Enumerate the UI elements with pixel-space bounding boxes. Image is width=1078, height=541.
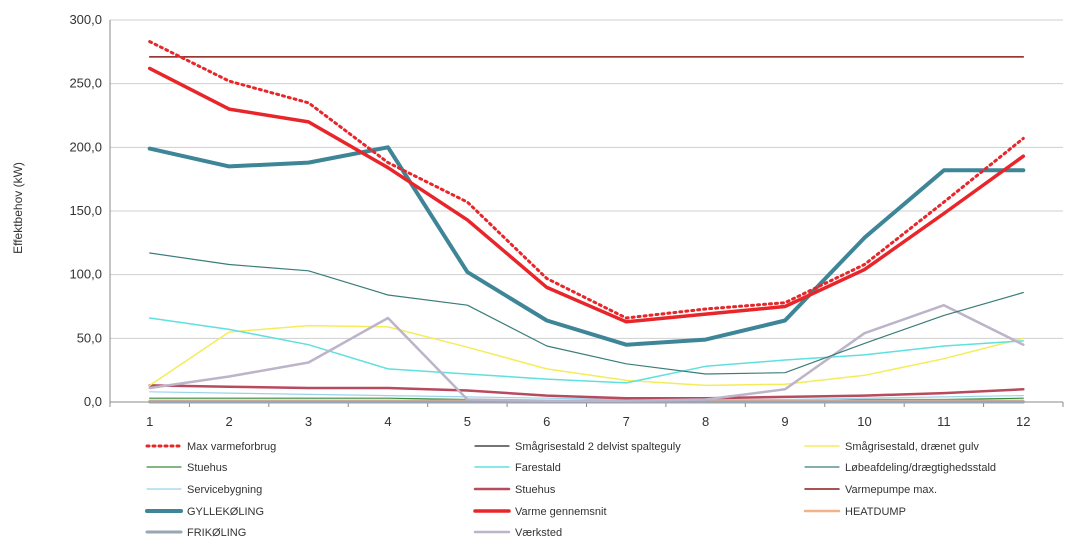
legend-label: Max varmeforbrug bbox=[187, 441, 276, 453]
x-tick-label: 9 bbox=[781, 414, 788, 429]
series-line bbox=[148, 317, 1025, 384]
y-tick-label: 250,0 bbox=[69, 76, 102, 91]
x-tick-label: 10 bbox=[857, 414, 871, 429]
x-tick-label: 7 bbox=[623, 414, 630, 429]
legend-label: Stuehus bbox=[515, 484, 556, 496]
grid bbox=[109, 19, 1063, 402]
series-line bbox=[148, 324, 1025, 387]
series-line bbox=[148, 384, 1025, 400]
legend-label: Stuehus bbox=[187, 462, 228, 474]
legend-label: FRIKØLING bbox=[187, 527, 246, 539]
legend-label: Smågrisestald, drænet gulv bbox=[845, 441, 979, 453]
x-tick-label: 12 bbox=[1016, 414, 1030, 429]
series-line bbox=[148, 303, 1025, 402]
x-tick-label: 3 bbox=[305, 414, 312, 429]
x-tick-label: 6 bbox=[543, 414, 550, 429]
legend-label: Løbeafdeling/drægtighedsstald bbox=[845, 462, 996, 474]
x-tick-label: 5 bbox=[464, 414, 471, 429]
legend-label: Varmepumpe max. bbox=[845, 484, 937, 496]
y-axis-label: Effektbehov (kW) bbox=[11, 162, 25, 254]
y-tick-label: 150,0 bbox=[69, 203, 102, 218]
x-tick-label: 8 bbox=[702, 414, 709, 429]
y-tick-label: 50,0 bbox=[77, 330, 102, 345]
series-line bbox=[149, 391, 1024, 401]
y-tick-label: 100,0 bbox=[69, 267, 102, 282]
y-tick-label: 300,0 bbox=[69, 12, 102, 27]
series-line bbox=[148, 40, 1025, 320]
series-line bbox=[147, 145, 1026, 347]
x-tick-label: 2 bbox=[226, 414, 233, 429]
legend-label: HEATDUMP bbox=[845, 506, 906, 518]
legend-label: Værksted bbox=[515, 527, 562, 539]
y-axis: 0,0 50,0 100,0 150,0 200,0 250,0 300,0 bbox=[69, 12, 102, 409]
series-lines bbox=[147, 40, 1026, 404]
y-tick-label: 200,0 bbox=[69, 139, 102, 154]
series-line bbox=[147, 66, 1026, 324]
x-tick-label: 11 bbox=[937, 414, 951, 429]
legend-label: Smågrisestald 2 delvist spalteguly bbox=[515, 441, 681, 453]
y-tick-label: 0,0 bbox=[84, 394, 102, 409]
series-line bbox=[149, 252, 1024, 375]
legend-label: GYLLEKØLING bbox=[187, 506, 264, 518]
x-tick-label: 1 bbox=[146, 414, 153, 429]
legend-label: Farestald bbox=[515, 462, 561, 474]
legend-label: Varme gennemsnit bbox=[515, 506, 607, 518]
x-axis: 1 2 3 4 5 6 7 8 9 10 11 12 bbox=[109, 401, 1064, 429]
legend-label: Servicebygning bbox=[187, 484, 262, 496]
x-tick-label: 4 bbox=[384, 414, 391, 429]
legend: Max varmeforbrug Smågrisestald 2 delvist … bbox=[145, 441, 996, 539]
